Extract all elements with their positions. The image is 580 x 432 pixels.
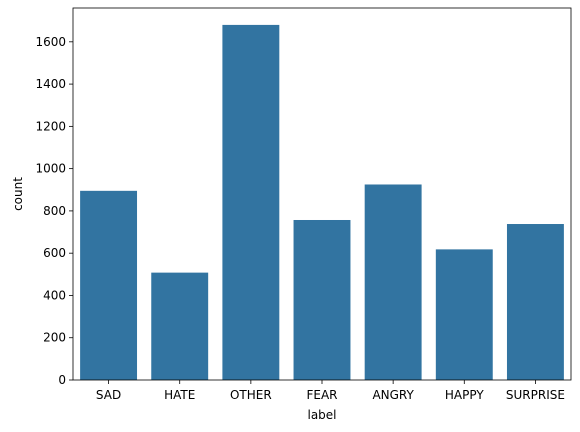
bar-fear <box>293 219 351 380</box>
x-axis-ticks: SAD HATE OTHER FEAR ANGRY HAPPY SURPRISE <box>96 380 565 402</box>
y-tick-label: 1600 <box>35 35 66 49</box>
bar-surprise <box>506 224 564 380</box>
x-tick-label: HATE <box>164 388 195 402</box>
x-tick-label: HAPPY <box>445 388 484 402</box>
x-tick-label: OTHER <box>230 388 272 402</box>
y-tick-label: 1000 <box>35 162 66 176</box>
y-axis-ticks: 0 200 400 600 800 1000 1200 1400 1600 <box>35 35 73 387</box>
x-tick-label: FEAR <box>306 388 337 402</box>
y-tick-label: 0 <box>58 373 66 387</box>
x-tick-label: ANGRY <box>372 388 414 402</box>
bar-sad <box>80 190 138 380</box>
x-tick-label: SAD <box>96 388 121 402</box>
x-tick-label: SURPRISE <box>506 388 565 402</box>
y-axis-title: count <box>11 177 25 211</box>
y-tick-label: 600 <box>43 246 66 260</box>
y-tick-label: 200 <box>43 331 66 345</box>
x-axis-title: label <box>307 408 336 422</box>
bars-group <box>80 24 564 381</box>
bar-hate <box>151 272 209 380</box>
bar-happy <box>435 249 493 380</box>
y-tick-label: 800 <box>43 204 66 218</box>
bar-angry <box>364 184 422 380</box>
y-tick-label: 1200 <box>35 119 66 133</box>
bar-other <box>222 24 280 381</box>
y-tick-label: 400 <box>43 288 66 302</box>
plot-frame <box>72 7 572 381</box>
y-tick-label: 1400 <box>35 77 66 91</box>
